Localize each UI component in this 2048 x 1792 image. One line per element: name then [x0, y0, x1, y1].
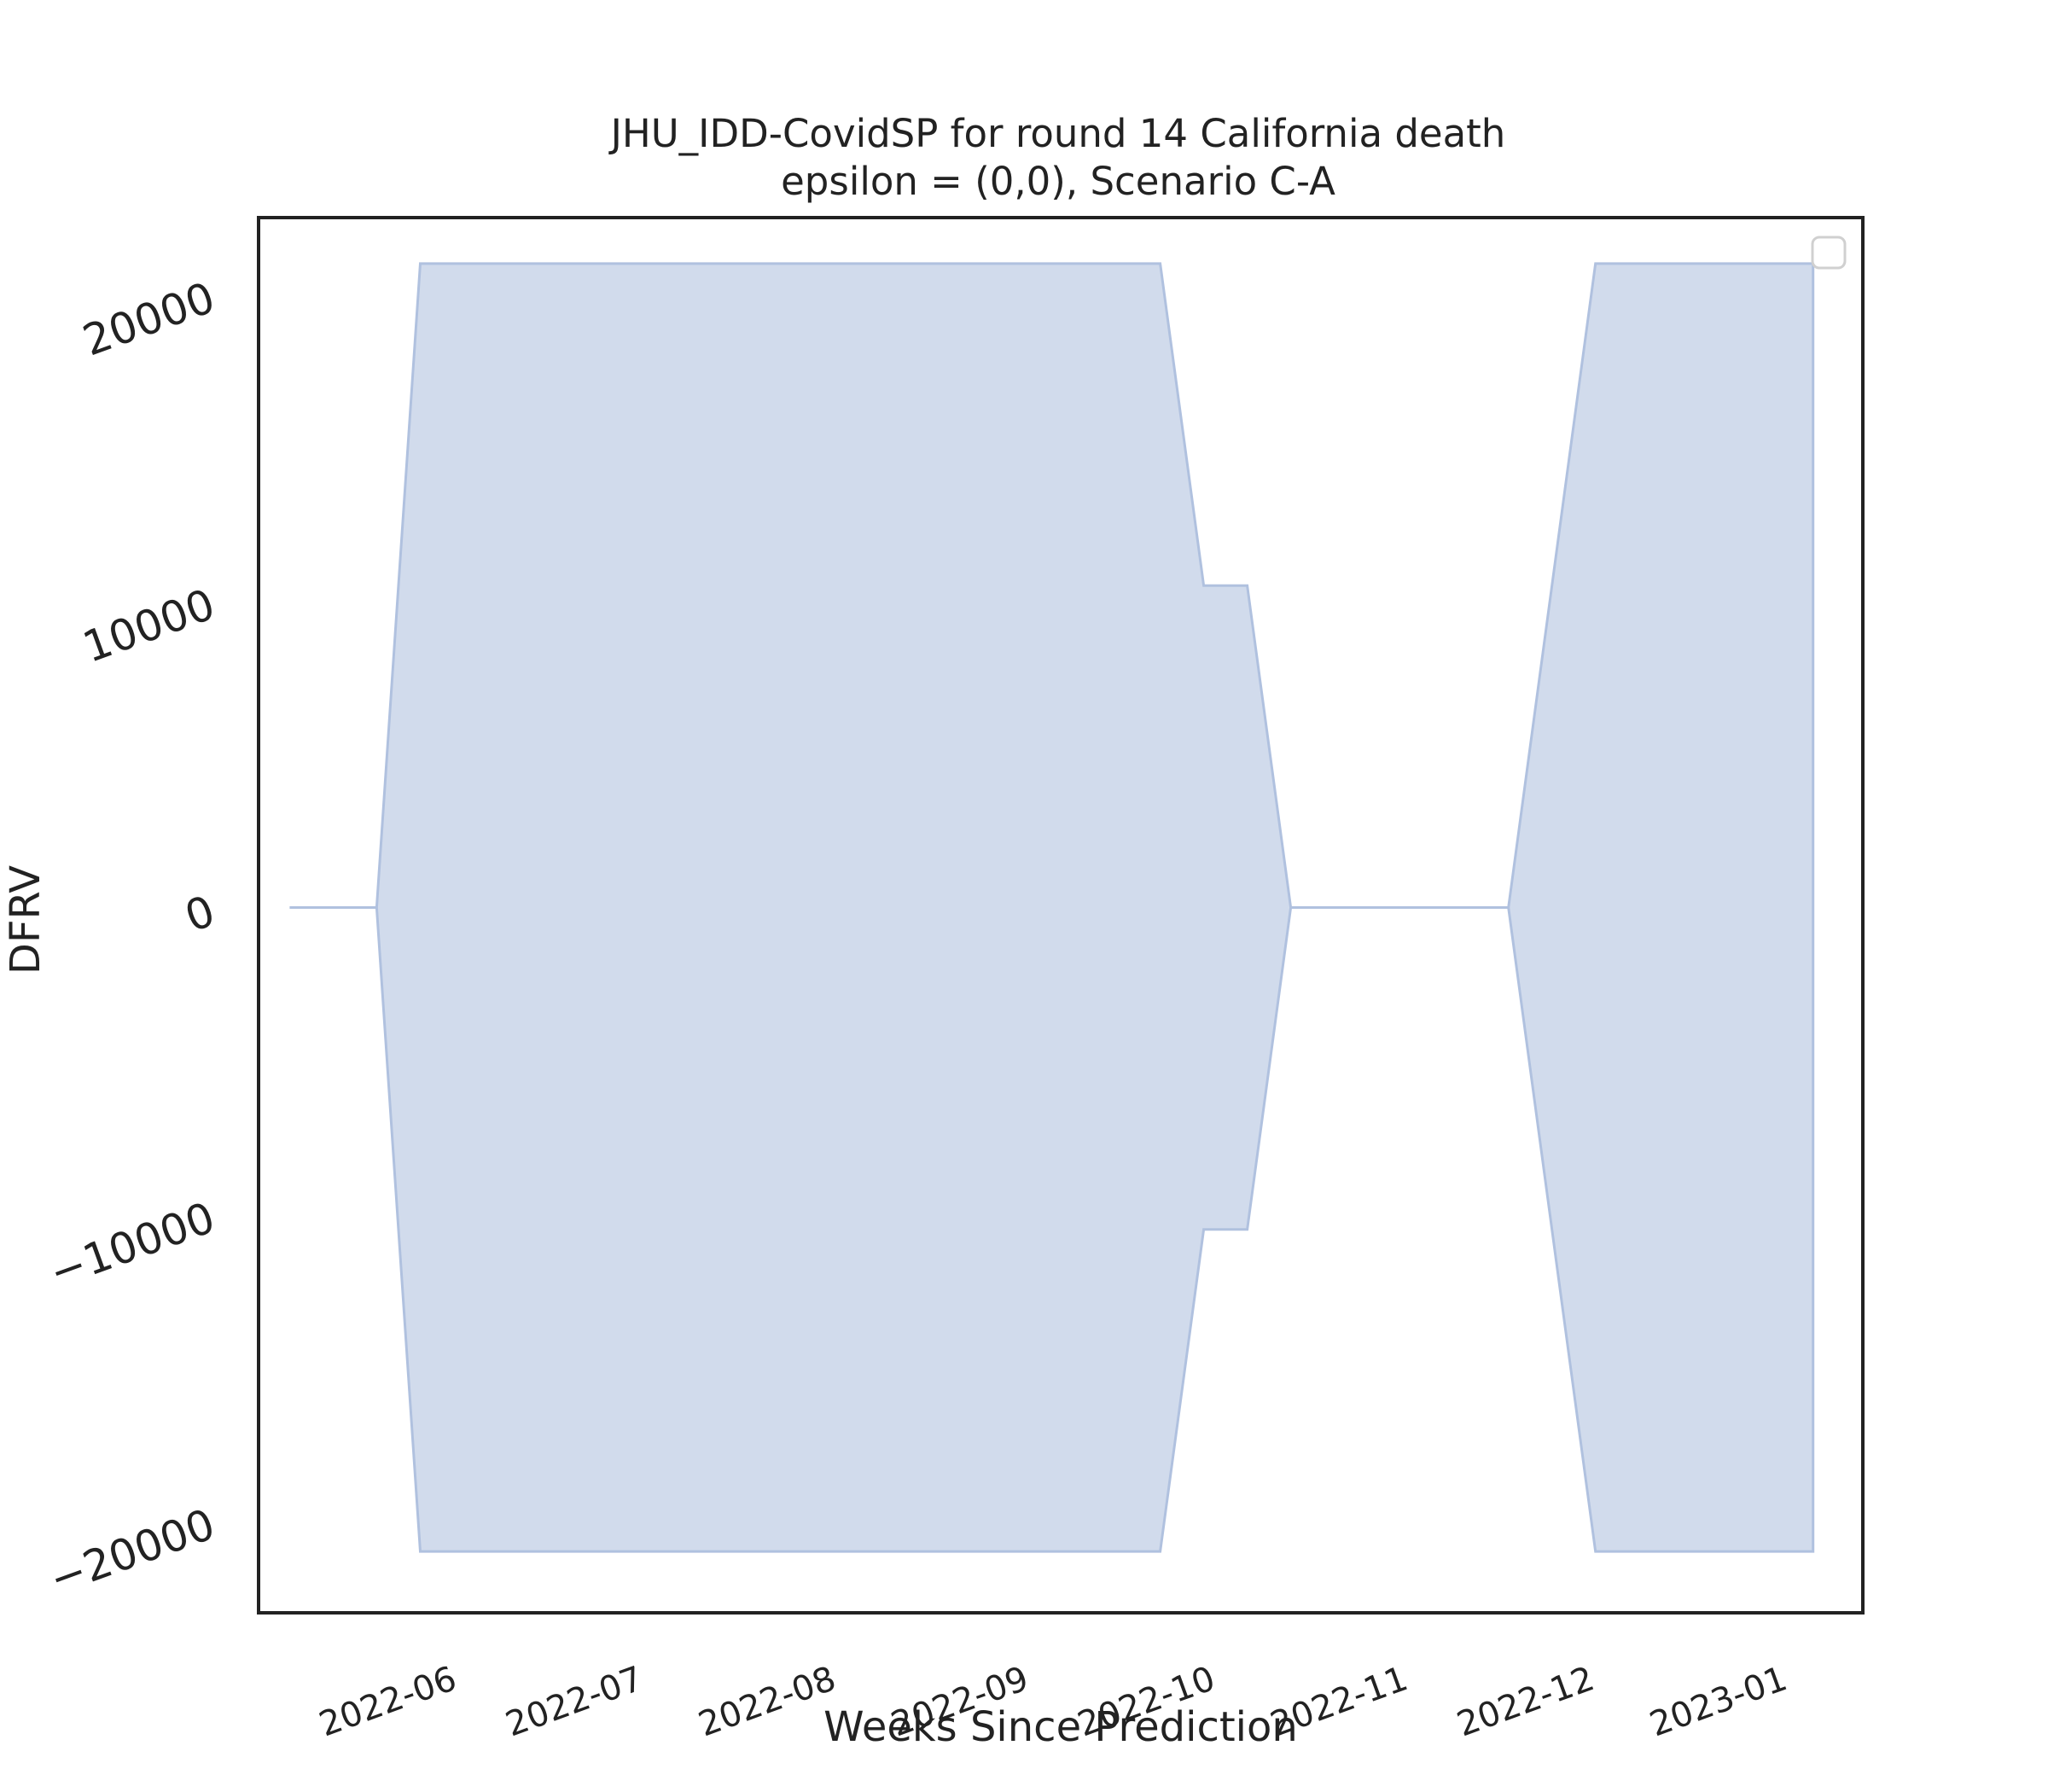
y-axis-label: DFRV: [2, 865, 49, 975]
x-tick-label: 2022-07: [501, 1659, 649, 1744]
x-tick-label: 2022-08: [694, 1659, 841, 1744]
plot-frame: [257, 216, 1865, 1615]
y-tick-label: 10000: [77, 579, 221, 672]
y-tick-label: −10000: [43, 1193, 221, 1298]
y-tick-label: 0: [178, 886, 221, 941]
series-areas: [289, 262, 1815, 1553]
legend-box: [1811, 236, 1847, 270]
x-axis-label: Weeks Since Prediction: [823, 1703, 1298, 1751]
chart-title: JHU_IDD-CovidSP for round 14 California …: [608, 111, 1506, 156]
y-axis-ticks: −20000 −10000 0 10000 20000: [43, 273, 221, 1605]
y-tick-label: −20000: [43, 1499, 221, 1604]
x-tick-label: 2022-06: [314, 1659, 462, 1744]
series-band-0: [289, 262, 1815, 1553]
y-tick-label: 20000: [77, 273, 221, 366]
x-tick-label: 2023-01: [1644, 1659, 1792, 1744]
chart-subtitle: epsilon = (0,0), Scenario C-A: [781, 159, 1335, 204]
x-tick-label: 2022-12: [1452, 1659, 1600, 1744]
